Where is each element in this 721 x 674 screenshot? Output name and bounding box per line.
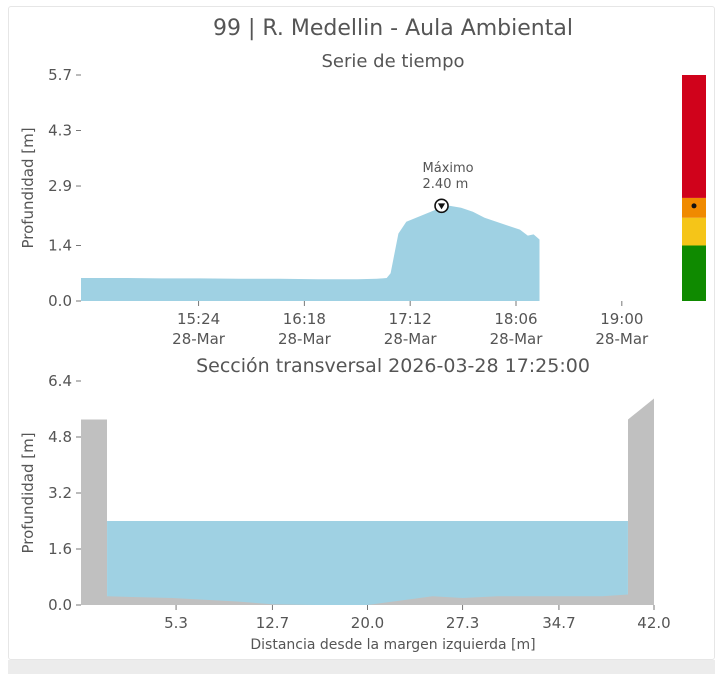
x-tick-label: 34.7: [542, 614, 575, 632]
y-tick-label: 0.0: [48, 292, 72, 310]
y-axis-label: Profundidad [m]: [19, 127, 37, 248]
alert-level-band: [682, 75, 706, 198]
x-tick-label: 12.7: [256, 614, 289, 632]
y-tick-label: 2.9: [48, 177, 72, 195]
x-tick-label: 20.0: [351, 614, 384, 632]
x-tick-date: 28-Mar: [490, 330, 544, 348]
depth-area-series: [81, 205, 540, 301]
x-tick-time: 17:12: [389, 310, 432, 328]
x-tick-label: 42.0: [637, 614, 670, 632]
x-tick-time: 16:18: [283, 310, 326, 328]
y-tick-label: 4.3: [48, 122, 72, 140]
y-tick-label: 1.6: [48, 540, 72, 558]
max-annotation-value: 2.40 m: [423, 177, 469, 192]
y-tick-label: 0.0: [48, 596, 72, 614]
max-marker-triangle-icon: [437, 203, 446, 210]
x-axis-label: Distancia desde la margen izquierda [m]: [250, 637, 535, 653]
x-tick-time: 15:24: [177, 310, 220, 328]
cross-section-title: Sección transversal 2026-03-28 17:25:00: [196, 355, 590, 377]
x-tick-date: 28-Mar: [595, 330, 649, 348]
y-tick-label: 6.4: [48, 372, 72, 390]
timeseries-title: Serie de tiempo: [321, 51, 464, 72]
y-tick-label: 3.2: [48, 484, 72, 502]
water-area: [107, 521, 628, 605]
alert-level-band: [682, 245, 706, 301]
y-axis-label: Profundidad [m]: [19, 432, 37, 553]
x-tick-label: 5.3: [164, 614, 188, 632]
y-tick-label: 5.7: [48, 66, 72, 84]
x-tick-time: 18:06: [494, 310, 537, 328]
y-tick-label: 1.4: [48, 236, 72, 254]
alert-current-dot: [691, 203, 697, 209]
x-tick-date: 28-Mar: [172, 330, 226, 348]
footer-strip: [8, 660, 715, 674]
max-annotation-label: Máximo: [423, 161, 474, 176]
figure-title: 99 | R. Medellin - Aula Ambiental: [213, 16, 573, 41]
x-tick-time: 19:00: [600, 310, 643, 328]
alert-level-band: [682, 217, 706, 246]
x-tick-label: 27.3: [446, 614, 479, 632]
y-tick-label: 4.8: [48, 428, 72, 446]
chart-card: 99 | R. Medellin - Aula Ambiental Serie d…: [8, 6, 715, 660]
x-tick-date: 28-Mar: [384, 330, 438, 348]
x-tick-date: 28-Mar: [278, 330, 332, 348]
figure-canvas: 99 | R. Medellin - Aula Ambiental Serie d…: [19, 16, 706, 653]
